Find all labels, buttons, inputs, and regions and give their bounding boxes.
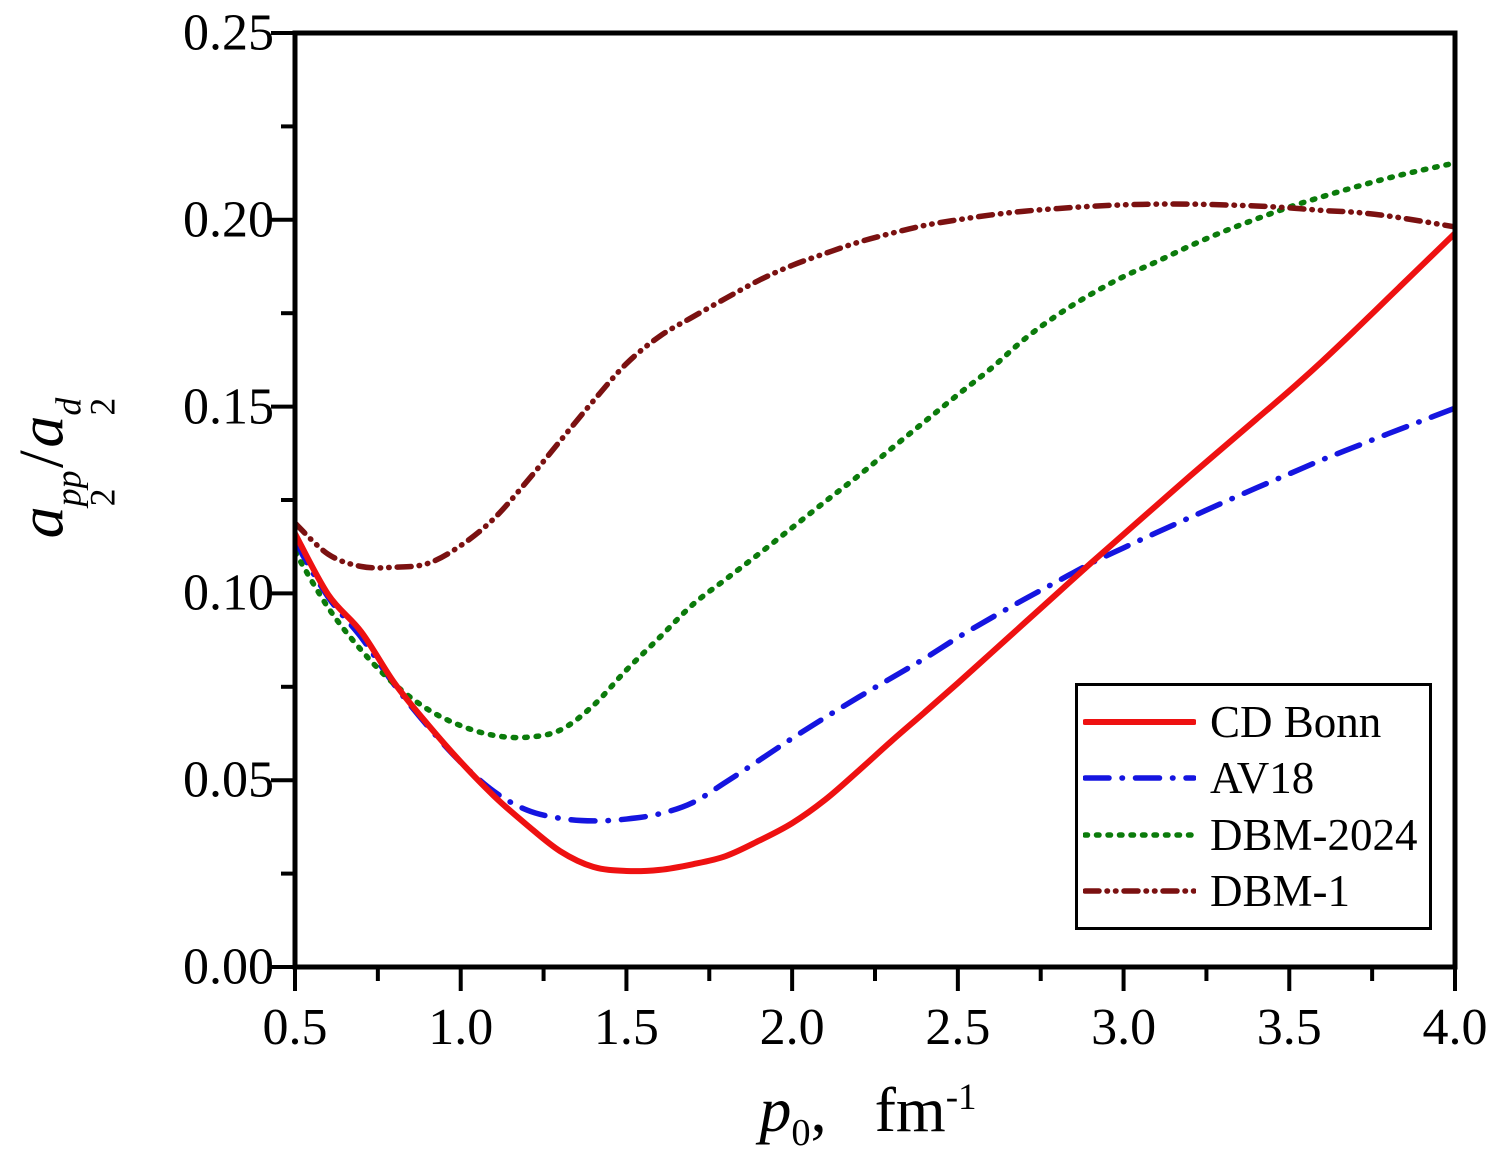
legend-label-cd-bonn: CD Bonn — [1210, 697, 1382, 748]
x-tick-label: 3.0 — [1091, 999, 1157, 1056]
y-axis-title: a pp 2/a d 2 — [5, 397, 123, 539]
curve-dbm-2024 — [295, 160, 1455, 741]
legend-label-dbm-2024: DBM-2024 — [1210, 809, 1418, 860]
x-tick-label: 3.5 — [1256, 999, 1322, 1056]
y-axis-numerator-superscript: pp — [48, 470, 89, 507]
x-tick-label: 4.0 — [1422, 999, 1488, 1056]
y-axis-denominator-superscript: d — [48, 397, 89, 416]
curve-cd-bonn — [295, 230, 1455, 875]
x-axis-unit: fm — [874, 1074, 946, 1146]
legend-row-dbm-2024: DBM-2024 — [1083, 809, 1429, 861]
legend-line-sample-dbm-1 — [1083, 888, 1196, 894]
x-tick-label: 1.5 — [593, 999, 659, 1056]
x-tick-label: 0.5 — [262, 999, 328, 1056]
x-tick-label: 2.5 — [925, 999, 991, 1056]
legend: CD Bonn AV18 DBM-2024 DBM-1 — [1075, 683, 1432, 930]
x-axis-title: p0, fm-1 — [759, 1073, 976, 1155]
y-tick-label: 0.15 — [183, 378, 274, 436]
legend-label-av18: AV18 — [1210, 753, 1315, 804]
y-tick-label: 0.20 — [183, 191, 274, 249]
y-tick-label: 0.10 — [183, 564, 274, 622]
y-axis-slash: / — [5, 450, 77, 468]
y-axis-denominator-subscript: 2 — [82, 397, 123, 416]
legend-line-sample-av18 — [1083, 775, 1196, 782]
x-axis-subscript: 0 — [791, 1111, 811, 1154]
legend-row-av18: AV18 — [1083, 752, 1429, 804]
y-tick-label: 0.25 — [183, 4, 274, 62]
curves — [295, 160, 1455, 875]
y-axis-denominator-symbol: a — [5, 415, 77, 448]
curve-dbm-1 — [295, 201, 1455, 571]
x-axis-symbol: p — [759, 1074, 792, 1146]
x-tick-label: 1.0 — [428, 999, 494, 1056]
y-axis-numerator-symbol: a — [5, 506, 77, 539]
legend-row-cd-bonn: CD Bonn — [1083, 696, 1429, 748]
y-tick-label: 0.00 — [183, 938, 274, 996]
y-axis-numerator-subscript: 2 — [82, 488, 123, 507]
legend-line-sample-cd-bonn — [1083, 719, 1196, 726]
x-axis-separator: , — [810, 1074, 827, 1146]
legend-line-sample-dbm-2024 — [1083, 831, 1196, 838]
legend-row-dbm-1: DBM-1 — [1083, 865, 1429, 917]
x-tick-label: 2.0 — [759, 999, 825, 1056]
x-axis-exponent: -1 — [945, 1076, 977, 1118]
y-tick-label: 0.05 — [183, 751, 274, 809]
legend-label-dbm-1: DBM-1 — [1210, 865, 1351, 916]
